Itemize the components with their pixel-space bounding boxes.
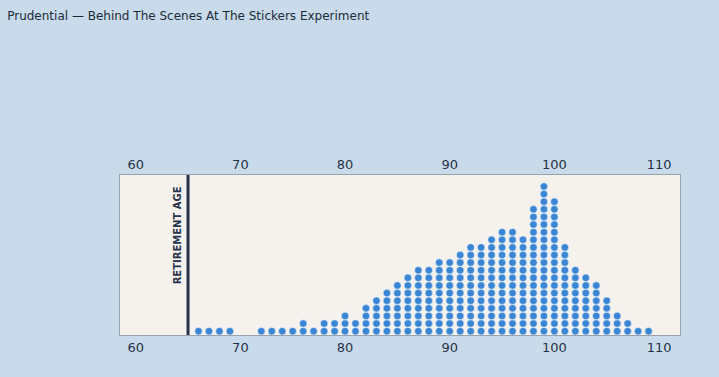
svg-text:RETIREMENT AGE: RETIREMENT AGE [172, 186, 183, 284]
svg-text:110: 110 [647, 157, 672, 172]
svg-text:90: 90 [441, 340, 458, 355]
svg-text:100: 100 [542, 157, 567, 172]
svg-text:80: 80 [337, 340, 354, 355]
svg-text:60: 60 [127, 340, 144, 355]
svg-text:70: 70 [232, 340, 249, 355]
svg-text:80: 80 [337, 157, 354, 172]
svg-text:70: 70 [232, 157, 249, 172]
svg-text:60: 60 [127, 157, 144, 172]
svg-text:90: 90 [441, 157, 458, 172]
svg-text:100: 100 [542, 340, 567, 355]
svg-text:110: 110 [647, 340, 672, 355]
svg-text:Prudential — Behind The Scenes: Prudential — Behind The Scenes At The St… [7, 9, 369, 23]
